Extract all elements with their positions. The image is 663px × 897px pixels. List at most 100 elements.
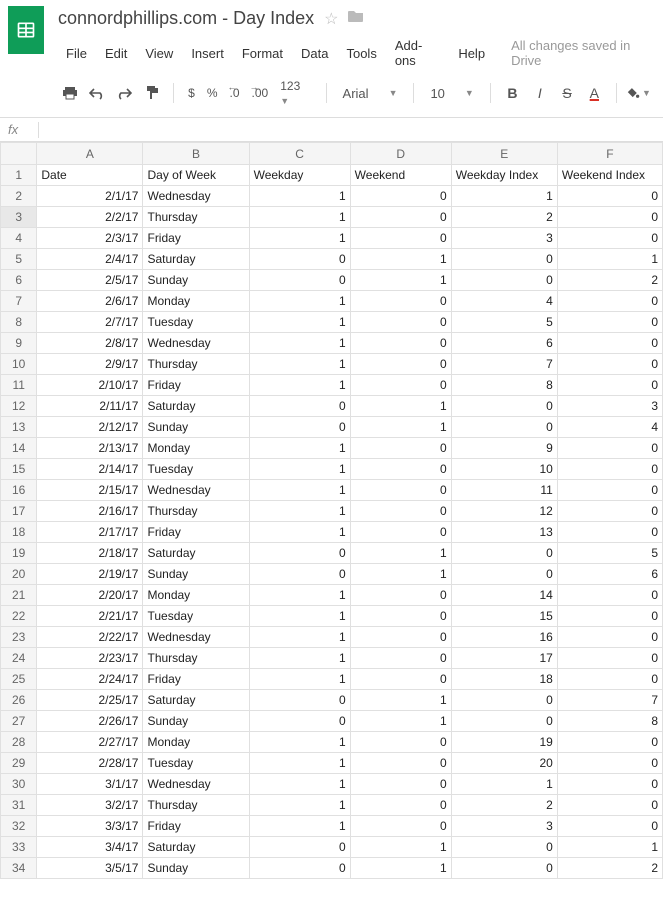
cell[interactable]: Friday: [143, 522, 249, 543]
cell[interactable]: Friday: [143, 816, 249, 837]
fill-color-button[interactable]: ▼: [627, 81, 651, 105]
row-header[interactable]: 24: [1, 648, 37, 669]
strikethrough-button[interactable]: S: [555, 81, 578, 105]
row-header[interactable]: 3: [1, 207, 37, 228]
cell[interactable]: 1: [249, 207, 350, 228]
cell[interactable]: 0: [557, 774, 662, 795]
cell[interactable]: 0: [350, 228, 451, 249]
cell[interactable]: 1: [249, 333, 350, 354]
cell[interactable]: 2/16/17: [37, 501, 143, 522]
cell[interactable]: Saturday: [143, 396, 249, 417]
cell[interactable]: 2/25/17: [37, 690, 143, 711]
row-header[interactable]: 32: [1, 816, 37, 837]
cell[interactable]: 1: [350, 270, 451, 291]
cell[interactable]: 3/1/17: [37, 774, 143, 795]
cell[interactable]: Tuesday: [143, 753, 249, 774]
cell[interactable]: 0: [350, 459, 451, 480]
cell[interactable]: 2/27/17: [37, 732, 143, 753]
cell[interactable]: 0: [557, 501, 662, 522]
text-color-button[interactable]: A: [583, 81, 606, 105]
cell[interactable]: 2: [557, 858, 662, 879]
cell[interactable]: 0: [350, 480, 451, 501]
cell[interactable]: 2/10/17: [37, 375, 143, 396]
cell[interactable]: 1: [350, 417, 451, 438]
cell[interactable]: 2: [451, 207, 557, 228]
menu-edit[interactable]: Edit: [97, 43, 135, 64]
cell[interactable]: Sunday: [143, 858, 249, 879]
cell[interactable]: 16: [451, 627, 557, 648]
column-header-A[interactable]: A: [37, 143, 143, 165]
cell[interactable]: 3: [451, 228, 557, 249]
column-header-B[interactable]: B: [143, 143, 249, 165]
row-header[interactable]: 16: [1, 480, 37, 501]
cell[interactable]: 11: [451, 480, 557, 501]
cell[interactable]: 0: [451, 417, 557, 438]
cell[interactable]: 0: [350, 795, 451, 816]
cell[interactable]: 1: [451, 774, 557, 795]
cell[interactable]: 13: [451, 522, 557, 543]
cell[interactable]: 14: [451, 585, 557, 606]
row-header[interactable]: 23: [1, 627, 37, 648]
cell[interactable]: 2/2/17: [37, 207, 143, 228]
cell[interactable]: Saturday: [143, 249, 249, 270]
cell[interactable]: 0: [557, 627, 662, 648]
cell[interactable]: 6: [557, 564, 662, 585]
cell[interactable]: 3/5/17: [37, 858, 143, 879]
cell[interactable]: 1: [249, 186, 350, 207]
cell[interactable]: 1: [350, 249, 451, 270]
cell[interactable]: 0: [249, 858, 350, 879]
cell[interactable]: 2: [557, 270, 662, 291]
cell[interactable]: 0: [350, 585, 451, 606]
row-header[interactable]: 19: [1, 543, 37, 564]
cell[interactable]: 9: [451, 438, 557, 459]
cell[interactable]: 0: [350, 732, 451, 753]
cell[interactable]: 0: [350, 669, 451, 690]
row-header[interactable]: 6: [1, 270, 37, 291]
cell[interactable]: 7: [557, 690, 662, 711]
cell[interactable]: 0: [249, 564, 350, 585]
cell[interactable]: 1: [249, 585, 350, 606]
cell[interactable]: 1: [249, 732, 350, 753]
cell[interactable]: Wednesday: [143, 480, 249, 501]
cell[interactable]: Sunday: [143, 270, 249, 291]
cell[interactable]: Friday: [143, 228, 249, 249]
cell[interactable]: 2/1/17: [37, 186, 143, 207]
cell[interactable]: 1: [350, 564, 451, 585]
cell[interactable]: 8: [451, 375, 557, 396]
cell[interactable]: 0: [557, 753, 662, 774]
cell[interactable]: Wednesday: [143, 627, 249, 648]
cell[interactable]: 1: [557, 837, 662, 858]
format-percent-button[interactable]: %: [203, 86, 222, 100]
cell[interactable]: Wednesday: [143, 333, 249, 354]
format-currency-button[interactable]: $: [184, 86, 199, 100]
cell[interactable]: 1: [350, 690, 451, 711]
cell[interactable]: 2/15/17: [37, 480, 143, 501]
cell[interactable]: 1: [249, 459, 350, 480]
cell[interactable]: 0: [249, 837, 350, 858]
menu-data[interactable]: Data: [293, 43, 336, 64]
cell[interactable]: 1: [249, 354, 350, 375]
cell[interactable]: 0: [350, 375, 451, 396]
cell[interactable]: 12: [451, 501, 557, 522]
font-size-dropdown[interactable]: 10▼: [424, 84, 479, 103]
cell[interactable]: 3/3/17: [37, 816, 143, 837]
cell[interactable]: 1: [350, 837, 451, 858]
bold-button[interactable]: B: [501, 81, 524, 105]
menu-help[interactable]: Help: [450, 43, 493, 64]
cell[interactable]: Friday: [143, 669, 249, 690]
cell-header[interactable]: Date: [37, 165, 143, 186]
cell[interactable]: 0: [557, 438, 662, 459]
cell[interactable]: 0: [557, 816, 662, 837]
cell[interactable]: 1: [350, 543, 451, 564]
star-icon[interactable]: ☆: [324, 9, 338, 29]
row-header[interactable]: 29: [1, 753, 37, 774]
cell[interactable]: 0: [557, 207, 662, 228]
cell[interactable]: 1: [451, 186, 557, 207]
paint-format-icon[interactable]: [140, 81, 163, 105]
cell[interactable]: 1: [249, 816, 350, 837]
cell[interactable]: Wednesday: [143, 774, 249, 795]
cell[interactable]: 0: [249, 711, 350, 732]
cell[interactable]: 1: [350, 858, 451, 879]
cell[interactable]: Monday: [143, 291, 249, 312]
cell[interactable]: 0: [557, 375, 662, 396]
